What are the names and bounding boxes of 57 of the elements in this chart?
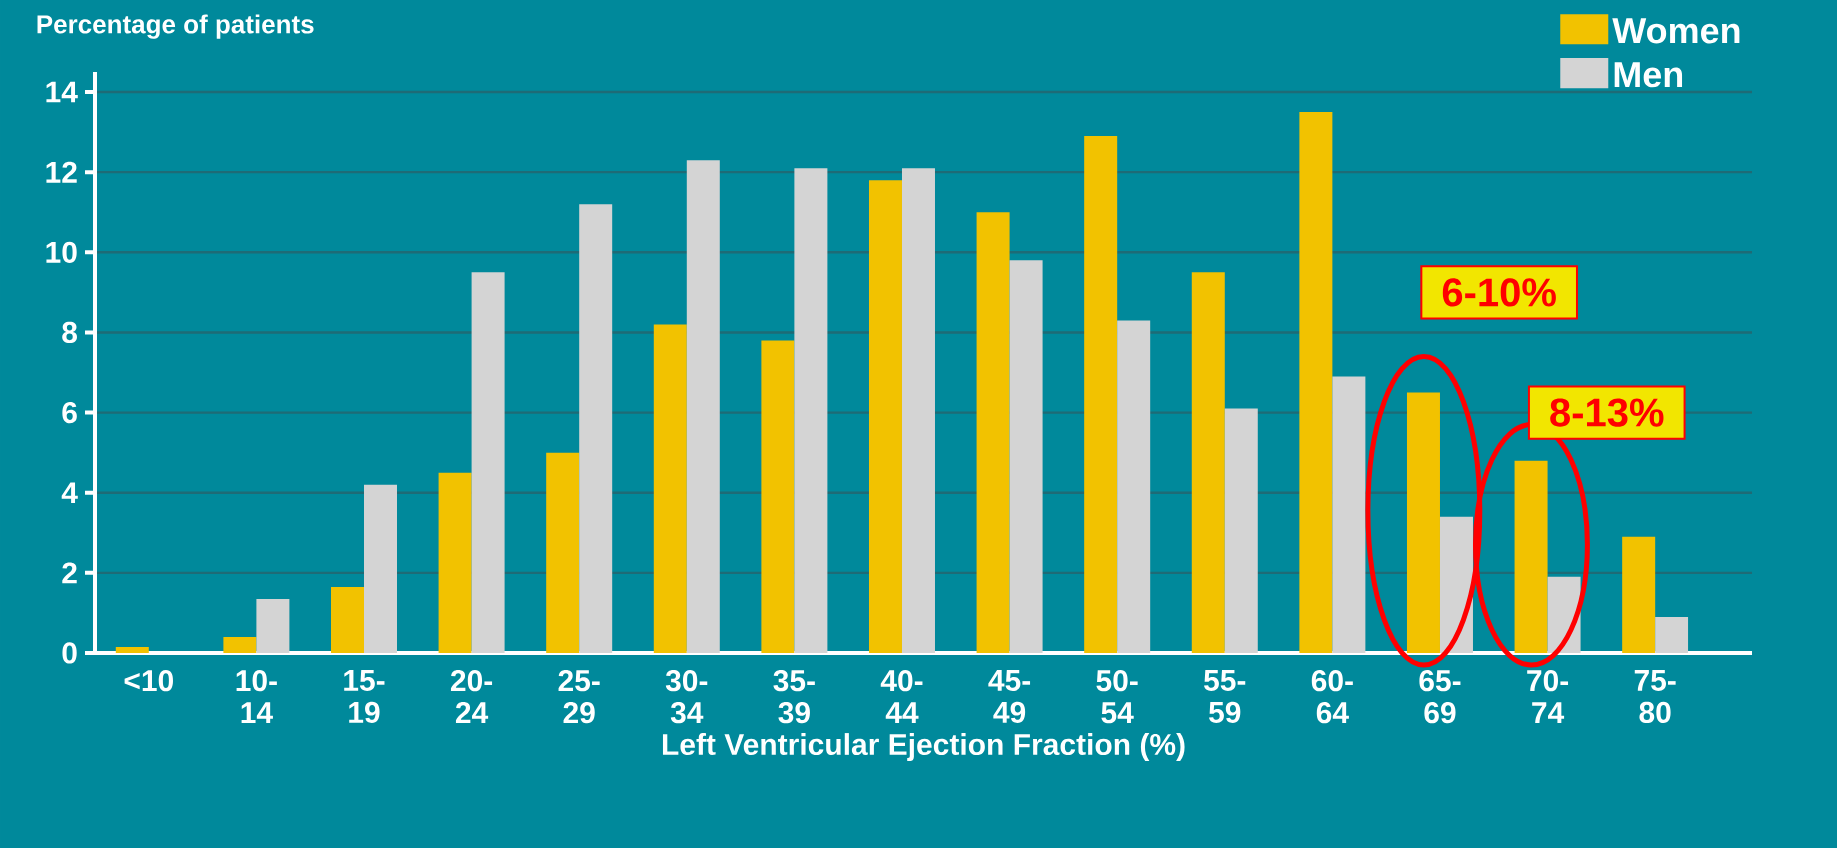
x-tick-label: 65-69 xyxy=(1419,670,1461,724)
y-tick-label: 4 xyxy=(61,482,78,504)
bar xyxy=(1655,616,1689,653)
bar xyxy=(976,212,1010,653)
x-tick-label: 20-24 xyxy=(450,670,493,724)
bar xyxy=(794,168,828,653)
bar xyxy=(1084,136,1118,653)
bar xyxy=(256,598,290,653)
y-tick-label: 6 xyxy=(62,401,77,424)
x-tick-label: 10-14 xyxy=(236,670,277,724)
bar xyxy=(1514,460,1548,653)
x-tick-label: 70-74 xyxy=(1527,670,1569,724)
x-tick-label: <10 xyxy=(124,670,173,692)
bar xyxy=(1117,320,1151,653)
bar xyxy=(579,204,613,653)
x-tick-label: 30-34 xyxy=(665,670,708,724)
bar xyxy=(761,340,795,653)
x-tick-label: 40-44 xyxy=(880,670,923,724)
x-tick-label: 45-49 xyxy=(988,670,1031,723)
x-tick-label: 35-39 xyxy=(773,670,815,724)
bar xyxy=(1191,272,1225,653)
legend-label: Women xyxy=(1612,18,1740,44)
bar xyxy=(1439,516,1473,653)
x-tick-label: 15-19 xyxy=(344,670,385,723)
y-tick-label: 8 xyxy=(62,321,77,344)
x-axis-title: Left Ventricular Ejection Fraction (%) xyxy=(662,733,1185,762)
y-tick-label: 2 xyxy=(62,562,77,584)
bar xyxy=(331,586,364,653)
x-tick-label: 25-29 xyxy=(558,670,600,724)
bar xyxy=(653,324,687,653)
bar xyxy=(115,646,149,653)
bar xyxy=(471,272,505,653)
bar xyxy=(1622,536,1656,653)
bar xyxy=(438,472,472,653)
y-tick-label: 14 xyxy=(46,81,78,103)
bar xyxy=(1224,408,1258,653)
bar xyxy=(1406,392,1440,653)
bar xyxy=(1299,112,1333,653)
y-tick-label: 0 xyxy=(62,642,77,664)
y-tick-label: 10 xyxy=(46,241,77,263)
annotation: 6-10% xyxy=(1442,278,1556,307)
bar xyxy=(686,160,720,653)
bar xyxy=(546,452,580,653)
legend-label: Men xyxy=(1614,62,1683,88)
x-tick-label: 75-80 xyxy=(1634,670,1676,723)
y-tick-label: 12 xyxy=(46,161,77,183)
bar xyxy=(1332,376,1366,653)
bar xyxy=(1009,260,1043,653)
x-tick-label: 50-54 xyxy=(1096,670,1138,724)
bar xyxy=(868,180,902,653)
annotation: 8-13% xyxy=(1550,398,1664,427)
y-axis-title: Percentage of patients xyxy=(37,14,314,39)
bar xyxy=(901,168,935,653)
bar xyxy=(223,636,257,653)
x-tick-label: 60-64 xyxy=(1311,670,1353,724)
bar xyxy=(364,484,397,653)
x-tick-label: 55-59 xyxy=(1204,670,1246,723)
